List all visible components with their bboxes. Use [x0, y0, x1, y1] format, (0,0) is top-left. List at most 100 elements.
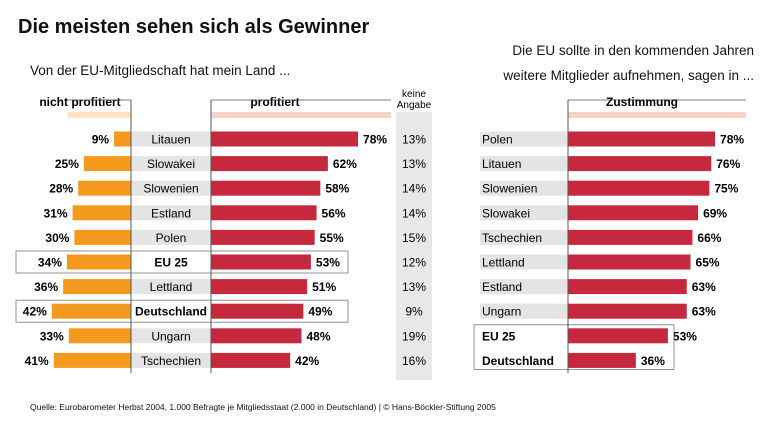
value-neg: 34% [38, 256, 62, 270]
category-label: Slowakei [147, 157, 195, 171]
value-neg: 28% [49, 182, 73, 196]
category-label-bg [131, 254, 211, 270]
bar-neg [66, 254, 131, 270]
category-label-bg [131, 352, 211, 368]
value-neg: 41% [25, 354, 49, 368]
bar-neg [72, 205, 131, 221]
bar-agree [568, 303, 687, 319]
bar-pos [211, 205, 317, 221]
category-label: Estland [482, 280, 522, 294]
bar-neg [74, 229, 131, 245]
category-label: Deutschland [135, 305, 207, 319]
category-label-bg [131, 303, 211, 319]
bar-pos [211, 156, 328, 172]
header-na-line1: keine [402, 89, 426, 100]
category-label: Slowenien [482, 182, 537, 196]
category-label-bg [131, 279, 211, 295]
bar-pos [211, 254, 311, 270]
value-pos: 42% [295, 354, 319, 368]
header-right: Zustimmung [606, 95, 678, 109]
category-label: Estland [151, 206, 191, 220]
category-label: Tschechien [141, 354, 201, 368]
category-label: Tschechien [482, 231, 542, 245]
category-label: Ungarn [482, 305, 521, 319]
value-neg: 31% [44, 206, 68, 220]
highlight-box [473, 324, 675, 370]
value-neg: 42% [23, 305, 47, 319]
bar-agree [568, 229, 693, 245]
header-band-right [568, 112, 746, 118]
bar-agree [568, 328, 668, 344]
bar-agree [568, 131, 716, 147]
value-neg: 33% [40, 329, 64, 343]
left-subtitle: Von der EU-Mitgliedschaft hat mein Land … [30, 63, 291, 78]
bar-neg [114, 131, 131, 147]
value-agree: 63% [692, 280, 716, 294]
category-label-bg [131, 131, 211, 147]
value-pos: 78% [363, 133, 387, 147]
category-label-bg [480, 180, 568, 196]
bar-neg [53, 352, 132, 368]
category-label-bg [131, 328, 211, 344]
bar-neg [63, 279, 131, 295]
category-label: Polen [156, 231, 187, 245]
category-label: EU 25 [482, 329, 516, 343]
bar-pos [211, 328, 302, 344]
bar-agree [568, 180, 710, 196]
value-pos: 58% [325, 182, 349, 196]
category-label-bg [480, 131, 568, 147]
value-neg: 25% [55, 157, 79, 171]
chart-title: Die meisten sehen sich als Gewinner [18, 16, 370, 38]
category-label: EU 25 [154, 256, 188, 270]
bar-agree [568, 205, 699, 221]
category-label-bg [480, 229, 568, 245]
bar-pos [211, 131, 359, 147]
value-pos: 53% [316, 256, 340, 270]
value-na: 13% [402, 157, 426, 171]
category-label: Polen [482, 133, 513, 147]
category-label: Ungarn [151, 329, 190, 343]
bar-neg [68, 328, 131, 344]
category-label-bg [480, 303, 568, 319]
highlight-box [15, 250, 349, 274]
bar-agree [568, 156, 712, 172]
category-label: Slowenien [143, 182, 198, 196]
bar-neg [78, 180, 131, 196]
value-neg: 30% [45, 231, 69, 245]
value-na: 15% [402, 231, 426, 245]
value-agree: 76% [716, 157, 740, 171]
category-label-bg [131, 180, 211, 196]
bar-pos [211, 180, 321, 196]
header-band-neg [68, 112, 131, 118]
header-pos: profitiert [250, 95, 299, 109]
value-pos: 56% [322, 206, 346, 220]
category-label: Litauen [151, 133, 190, 147]
value-pos: 48% [306, 329, 330, 343]
value-agree: 75% [714, 182, 738, 196]
bar-pos [211, 279, 308, 295]
category-label-bg [131, 205, 211, 221]
bar-pos [211, 229, 315, 245]
category-label-bg [480, 254, 568, 270]
bar-neg [51, 303, 131, 319]
value-na: 13% [402, 133, 426, 147]
value-na: 14% [402, 206, 426, 220]
bar-pos [211, 303, 304, 319]
bar-agree [568, 254, 691, 270]
header-na-line2: Angabe [397, 100, 432, 111]
value-na: 14% [402, 182, 426, 196]
value-neg: 36% [34, 280, 58, 294]
category-label-bg [131, 156, 211, 172]
value-na: 19% [402, 329, 426, 343]
value-agree: 78% [720, 133, 744, 147]
value-agree: 66% [697, 231, 721, 245]
category-label: Deutschland [482, 354, 554, 368]
value-agree: 36% [641, 354, 665, 368]
category-label: Lettland [150, 280, 193, 294]
category-label: Slowakei [482, 206, 530, 220]
value-na: 13% [402, 280, 426, 294]
category-label-bg [480, 328, 568, 344]
category-label-bg [480, 205, 568, 221]
